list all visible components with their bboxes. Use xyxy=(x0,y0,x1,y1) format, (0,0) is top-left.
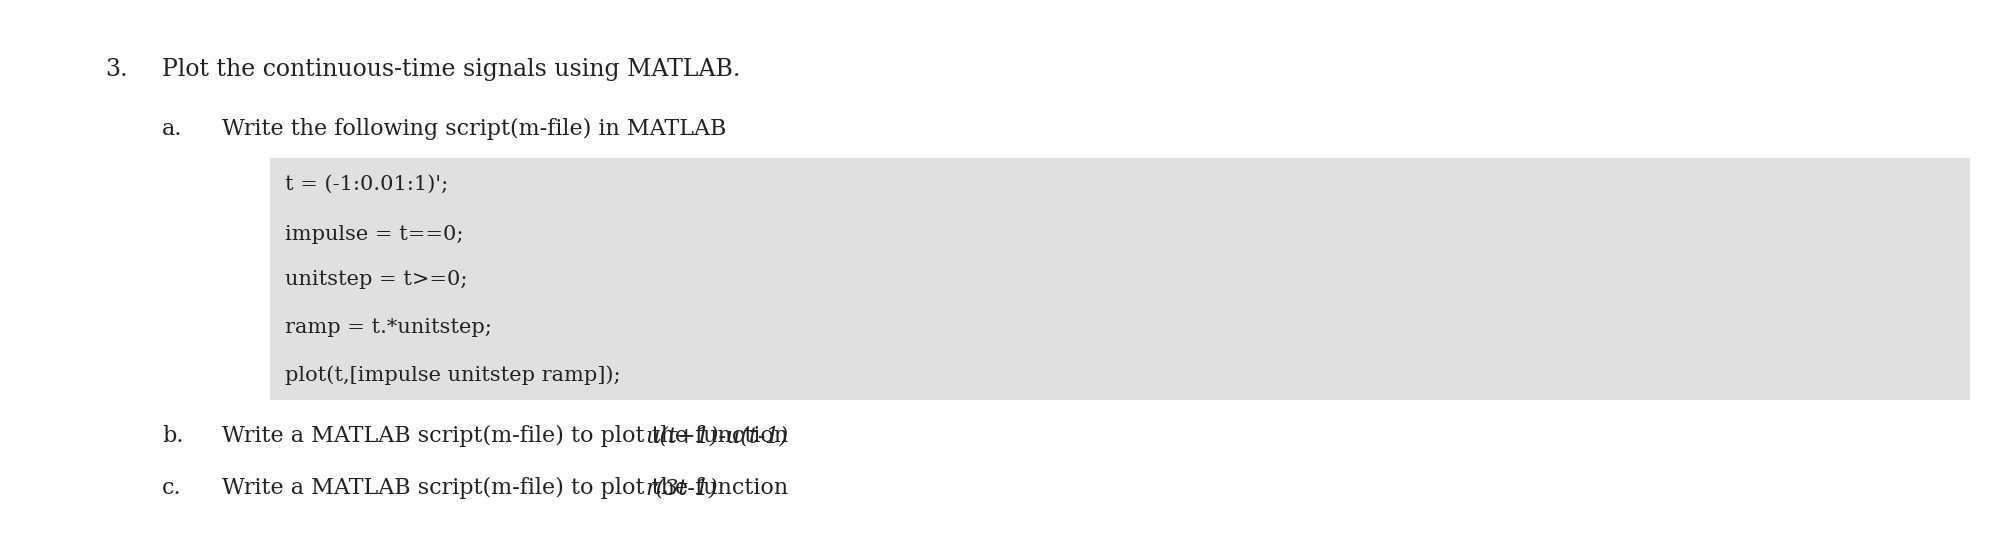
Text: t = (-1:0.01:1)';: t = (-1:0.01:1)'; xyxy=(285,175,448,194)
Text: impulse = t==0;: impulse = t==0; xyxy=(285,225,464,244)
Text: r(3t-1): r(3t-1) xyxy=(644,477,719,499)
Text: u(t+1)-u(t-1): u(t+1)-u(t-1) xyxy=(644,425,789,447)
Text: Write the following script(m-file) in MATLAB: Write the following script(m-file) in MA… xyxy=(223,118,727,140)
Text: b.: b. xyxy=(163,425,183,447)
Text: a.: a. xyxy=(163,118,183,140)
Text: unitstep = t>=0;: unitstep = t>=0; xyxy=(285,270,468,289)
Bar xyxy=(269,158,1969,400)
Text: Plot the continuous-time signals using MATLAB.: Plot the continuous-time signals using M… xyxy=(163,58,741,81)
Text: Write a MATLAB script(m-file) to plot the function: Write a MATLAB script(m-file) to plot th… xyxy=(223,425,795,447)
Text: plot(t,[impulse unitstep ramp]);: plot(t,[impulse unitstep ramp]); xyxy=(285,365,620,385)
Text: 3.: 3. xyxy=(104,58,128,81)
Text: ramp = t.*unitstep;: ramp = t.*unitstep; xyxy=(285,318,492,337)
Text: Write a MATLAB script(m-file) to plot the function: Write a MATLAB script(m-file) to plot th… xyxy=(223,477,795,499)
Text: c.: c. xyxy=(163,477,181,499)
